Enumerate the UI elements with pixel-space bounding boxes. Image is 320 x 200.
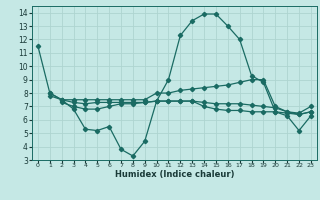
- X-axis label: Humidex (Indice chaleur): Humidex (Indice chaleur): [115, 170, 234, 179]
